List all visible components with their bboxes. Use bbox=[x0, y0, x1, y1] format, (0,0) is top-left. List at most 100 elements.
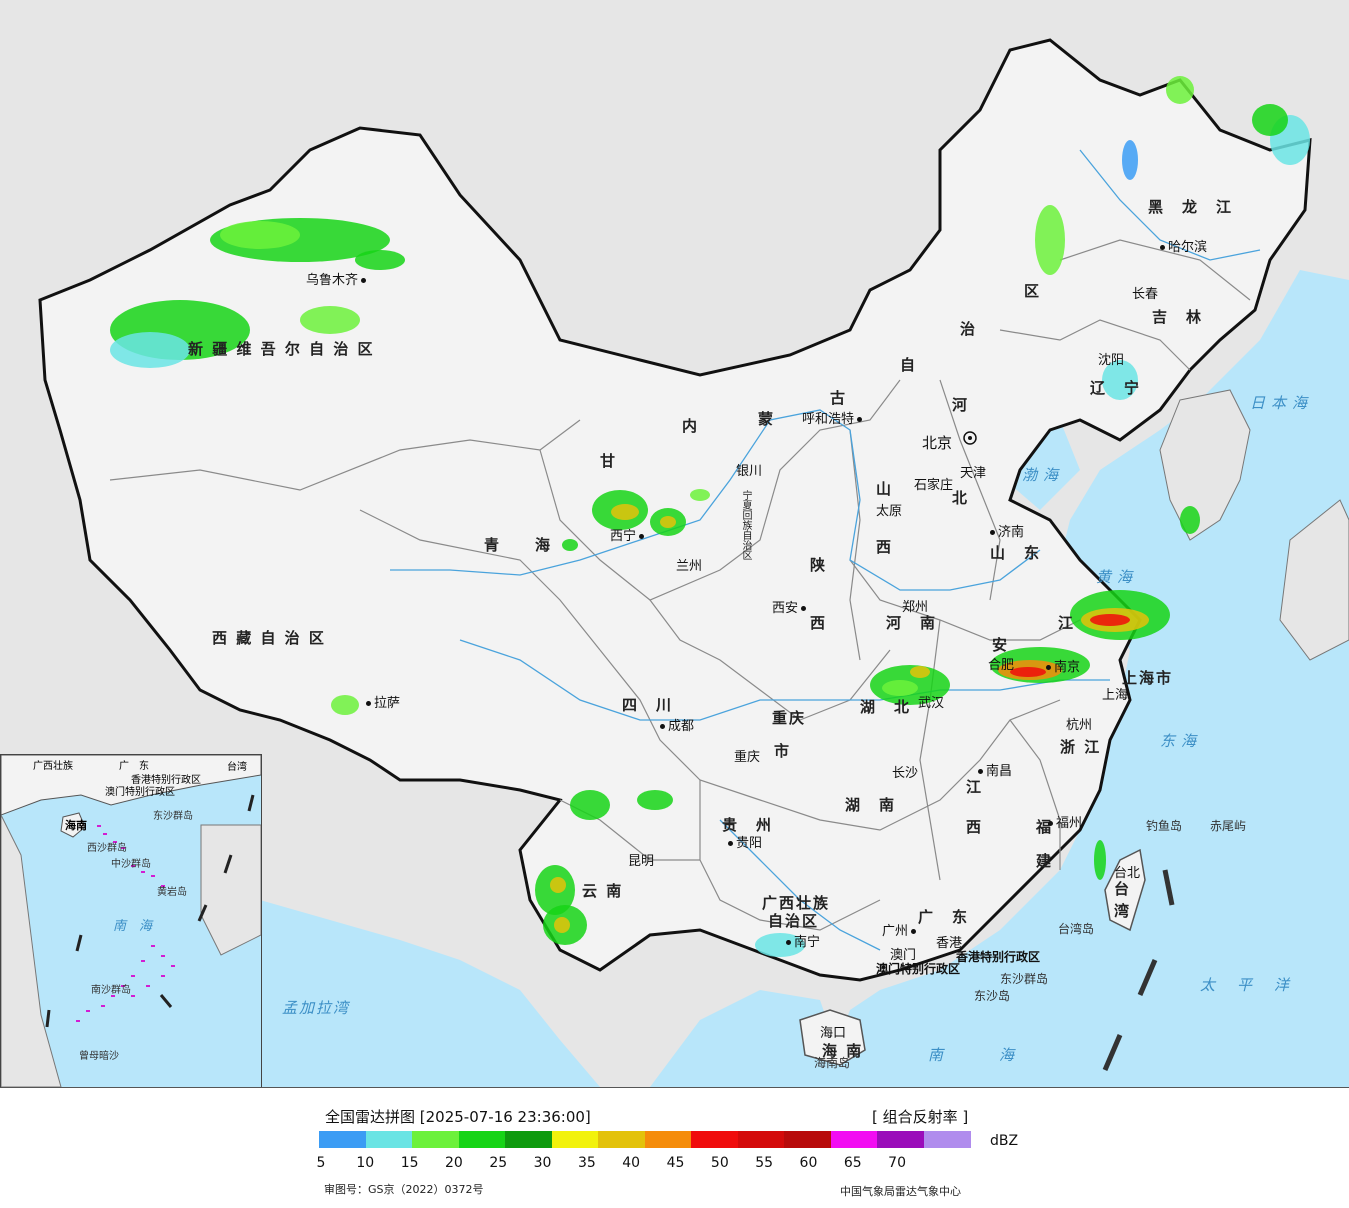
city-lhasa: 拉萨 bbox=[366, 692, 400, 711]
city-fuzhou: 福州 bbox=[1048, 812, 1082, 831]
city-taibei: 台北 bbox=[1114, 866, 1141, 881]
city-haikou: 海口 bbox=[820, 1026, 847, 1041]
radar-echoes bbox=[110, 76, 1310, 957]
radar-echo bbox=[1252, 104, 1288, 136]
city-hongkong: 香港 bbox=[936, 936, 963, 951]
reef-marker bbox=[103, 833, 107, 835]
scale-tick-label: 35 bbox=[577, 1155, 596, 1171]
scale-tick-label: 70 bbox=[888, 1155, 906, 1171]
city-changchun: 长春 bbox=[1132, 287, 1159, 302]
sea-pacific: 太平洋 bbox=[1200, 976, 1312, 994]
city-harbin: 哈尔滨 bbox=[1160, 236, 1207, 255]
scale-swatch bbox=[830, 1131, 878, 1148]
city-wuhan: 武汉 bbox=[918, 696, 945, 711]
scale-swatch bbox=[923, 1131, 971, 1148]
city-shenyang: 沈阳 bbox=[1098, 353, 1125, 368]
label-shanxi-2: 西 bbox=[876, 538, 894, 556]
reef-marker bbox=[111, 995, 115, 997]
reef-marker bbox=[97, 825, 101, 827]
label-shandong: 山 东 bbox=[990, 544, 1042, 562]
reef-marker bbox=[141, 960, 145, 962]
scale-tick-label: 20 bbox=[445, 1155, 463, 1171]
city-hefei: 合肥 bbox=[988, 658, 1015, 673]
reef-marker bbox=[161, 885, 165, 887]
island-dongsha: 东沙岛 bbox=[974, 989, 1011, 1003]
reef-marker bbox=[76, 1020, 80, 1022]
city-beijing: 北京 bbox=[922, 434, 953, 452]
label-gansu: 甘 bbox=[600, 452, 618, 470]
legend-title: 全国雷达拼图 [2025-07-16 23:36:00] bbox=[325, 1108, 591, 1126]
label-henan: 河 南 bbox=[886, 614, 938, 632]
city-xian: 西安 bbox=[772, 597, 809, 616]
radar-echo bbox=[910, 666, 930, 678]
radar-map: 新 疆 维 吾 尔 自 治 区 西 藏 自 治 区 青 海 甘 四 川 云 南 … bbox=[0, 0, 1349, 1088]
legend-product: [ 组合反射率 ] bbox=[872, 1108, 969, 1126]
label-shanxi-1: 山 bbox=[876, 480, 894, 498]
reef-marker bbox=[131, 995, 135, 997]
label-xinjiang: 新 疆 维 吾 尔 自 治 区 bbox=[188, 340, 375, 358]
label-jiangsu: 江 bbox=[1058, 614, 1076, 632]
radar-echo bbox=[1166, 76, 1194, 104]
scale-swatch bbox=[598, 1131, 645, 1148]
reef-marker bbox=[121, 847, 125, 849]
label-nmg-2: 蒙 bbox=[758, 410, 776, 428]
label-nmg-3: 古 bbox=[830, 389, 848, 407]
label-hunan: 湖 南 bbox=[845, 796, 897, 814]
inset-label-hainan: 海南 bbox=[65, 819, 87, 832]
city-nanning: 南宁 bbox=[786, 931, 820, 950]
radar-echo bbox=[755, 933, 805, 957]
inset-label-guangdong: 广 东 bbox=[119, 761, 149, 772]
south-china-sea-inset: 广西壮族 广 东 台湾 香港特别行政区 澳门特别行政区 东沙群岛 海南 西沙群岛… bbox=[0, 754, 262, 1087]
label-anhui: 安 bbox=[992, 636, 1010, 654]
radar-echo bbox=[355, 250, 405, 270]
label-guizhou: 贵 州 bbox=[722, 816, 774, 834]
label-guangxi-1: 广西壮族 bbox=[762, 894, 831, 912]
inset-label-zhongsha: 中沙群岛 bbox=[111, 859, 151, 870]
label-fujian-2: 建 bbox=[1036, 852, 1054, 870]
scale-swatch bbox=[737, 1131, 785, 1148]
label-nmg-5: 治 bbox=[960, 320, 978, 338]
approval-number: 审图号：GS京（2022）0372号 bbox=[324, 1183, 484, 1196]
scale-tick-label: 45 bbox=[666, 1155, 685, 1171]
reef-marker bbox=[161, 955, 165, 957]
inset-label-taiwan: 台湾 bbox=[227, 762, 247, 773]
label-guangdong: 广 东 bbox=[918, 908, 970, 926]
inset-label-nanhai: 南 海 bbox=[113, 919, 153, 934]
island-dongsha-islands: 东沙群岛 bbox=[1000, 972, 1049, 986]
city-hangzhou: 杭州 bbox=[1066, 718, 1093, 733]
inset-label-huangyan: 黄岩岛 bbox=[157, 887, 187, 898]
radar-echo bbox=[570, 790, 610, 820]
scale-tick-label: 50 bbox=[710, 1155, 729, 1171]
label-yunnan: 云 南 bbox=[582, 882, 624, 900]
radar-echo bbox=[1035, 205, 1065, 275]
sea-bohai: 渤海 bbox=[1022, 466, 1065, 484]
radar-echo bbox=[300, 306, 360, 334]
label-jiangxi-1: 江 bbox=[966, 778, 984, 796]
city-changsha: 长沙 bbox=[892, 766, 919, 781]
label-taiwan-2: 湾 bbox=[1114, 902, 1132, 920]
reef-marker bbox=[151, 875, 155, 877]
radar-echo bbox=[1010, 667, 1046, 677]
sea-japan: 日本海 bbox=[1250, 394, 1314, 412]
scale-swatch bbox=[551, 1131, 599, 1148]
city-yinchuan: 银川 bbox=[736, 464, 763, 479]
label-chongqing-1: 重庆 bbox=[772, 709, 807, 727]
city-jinan: 济南 bbox=[990, 521, 1024, 540]
island-hainan: 海南岛 bbox=[814, 1056, 851, 1070]
legend-unit: dBZ bbox=[990, 1133, 1019, 1149]
reef-marker bbox=[151, 945, 155, 947]
radar-echo bbox=[562, 539, 578, 551]
inset-label-xisha: 西沙群岛 bbox=[87, 843, 127, 854]
city-nanjing: 南京 bbox=[1046, 656, 1080, 675]
label-fujian-1: 福 bbox=[1036, 818, 1054, 836]
label-jiangxi-2: 西 bbox=[966, 818, 984, 836]
city-nanchang: 南昌 bbox=[978, 760, 1012, 779]
label-guangxi-2: 自治区 bbox=[768, 912, 820, 930]
label-qinghai: 青 海 bbox=[484, 536, 553, 554]
scale-tick-label: 65 bbox=[843, 1155, 862, 1171]
radar-echo bbox=[690, 489, 710, 501]
radar-echo bbox=[611, 504, 639, 520]
scale-swatch bbox=[644, 1131, 692, 1148]
inset-label-zengmu: 曾母暗沙 bbox=[79, 1051, 119, 1062]
radar-echo bbox=[1102, 360, 1138, 400]
